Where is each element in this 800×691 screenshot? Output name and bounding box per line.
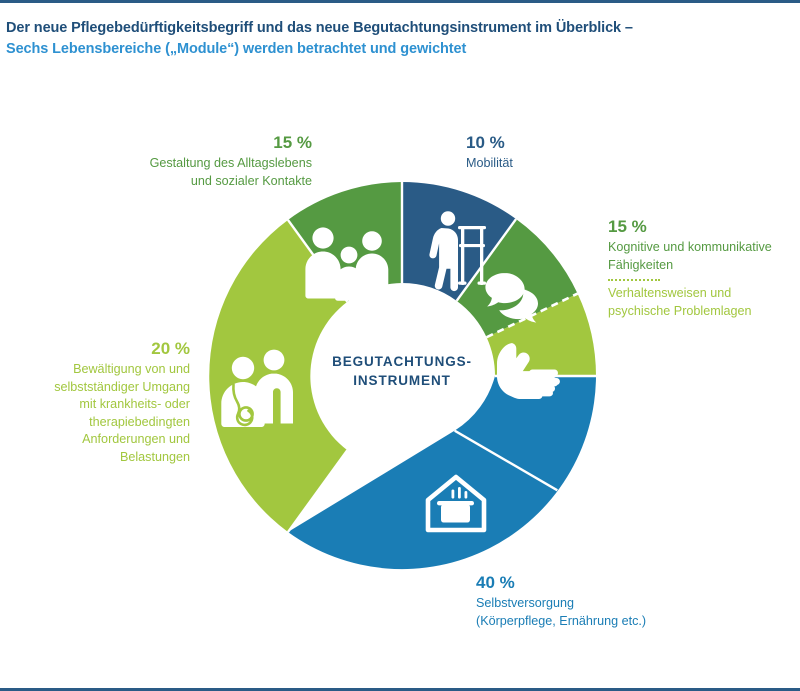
callout-sub-line-2: psychische Problemlagen [608, 303, 752, 318]
callout-desc-line-2: selbstständiger Umgang [54, 379, 190, 394]
callout-percent: 15 % [608, 217, 647, 236]
callout-desc-line-1: Bewältigung von und [73, 362, 190, 376]
callout-desc-line-4: therapiebedingten [89, 414, 190, 429]
callout-percent: 20 % [151, 339, 190, 358]
hand-icon [497, 342, 560, 399]
callout-bewaeltigung: 20 % Bewältigung von und selbstständiger… [14, 338, 190, 466]
callout-percent: 40 % [476, 573, 515, 592]
callout-desc-line-1: Gestaltung des Alltagslebens [149, 156, 312, 170]
callout-desc-line-3: mit krankheits- oder [79, 397, 190, 411]
callout-gestaltung-alltag: 15 % Gestaltung des Alltagslebens und so… [40, 132, 312, 190]
callout-desc-line-2: und sozialer Kontakte [190, 173, 312, 188]
callout-desc-line-6: Belastungen [119, 449, 190, 464]
callout-desc-line-5: Anforderungen und [82, 432, 190, 446]
callout-percent: 15 % [273, 133, 312, 152]
people-group-icon [305, 227, 389, 301]
callout-dashed-separator [608, 279, 660, 281]
doctor-patient-icon [221, 349, 293, 427]
slice-mobilitaet[interactable] [402, 182, 517, 301]
walker-icon [429, 211, 486, 292]
callout-kognitive-verhaltensweisen: 15 % Kognitive und kommunikative Fähigke… [608, 216, 800, 320]
callout-desc-line-2: Fähigkeiten [608, 257, 674, 272]
speech-bubbles-icon [485, 273, 539, 323]
top-rule [0, 0, 800, 3]
bottom-rule [0, 688, 800, 691]
callout-desc-line-1: Mobilität [466, 156, 513, 170]
headline-line-1: Der neue Pflegebedürftigkeitsbegriff und… [6, 20, 633, 36]
slice-selbstversorgung[interactable] [287, 376, 596, 570]
dashed-submodule-divider [486, 292, 579, 339]
page-title: Der neue Pflegebedürftigkeitsbegriff und… [6, 18, 786, 60]
callout-mobilitaet: 10 % Mobilität [466, 132, 696, 173]
callout-percent: 10 % [466, 133, 505, 152]
house-pot-icon [425, 474, 487, 533]
callout-sub-line-1: Verhaltensweisen und [608, 286, 732, 300]
callout-desc-line-1: Selbstversorgung [476, 596, 575, 610]
pot-icon [437, 487, 474, 523]
headline-line-2: Sechs Lebensbereiche („Module“) werden b… [6, 41, 467, 57]
callout-desc-line-1: Kognitive und kommunikative [608, 240, 772, 254]
callout-selbstversorgung: 40 % Selbstversorgung (Körperpflege, Ern… [476, 572, 776, 630]
callout-desc-line-2: (Körperpflege, Ernährung etc.) [476, 613, 647, 628]
